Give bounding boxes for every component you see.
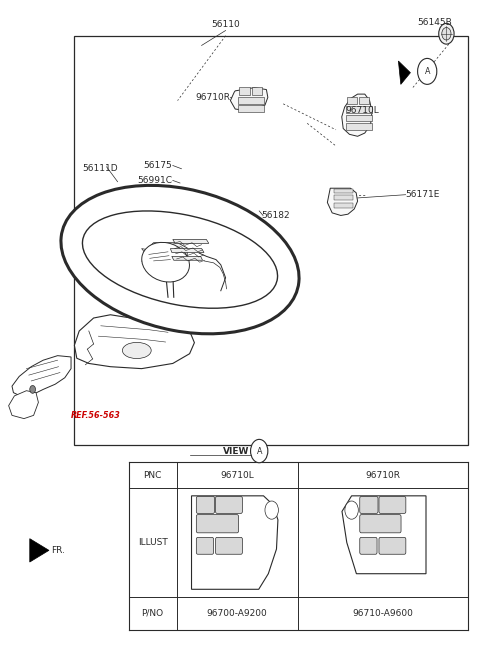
Polygon shape [327,188,358,215]
Text: 56182: 56182 [262,211,290,220]
Text: 96700-A9200: 96700-A9200 [207,609,267,618]
Polygon shape [230,88,268,110]
Ellipse shape [122,342,151,358]
Text: v: v [235,540,239,545]
Polygon shape [342,496,426,574]
Polygon shape [398,61,410,84]
Bar [334,195,353,200]
Text: VIEW: VIEW [223,447,250,456]
Polygon shape [170,249,204,252]
Bar [334,189,353,193]
Polygon shape [30,539,49,562]
Bar [347,97,357,104]
Text: 96710R: 96710R [365,471,400,480]
Text: 56111D: 56111D [83,164,118,173]
FancyBboxPatch shape [360,496,378,513]
Bar [238,97,264,104]
Bar [346,106,372,113]
Circle shape [418,58,437,84]
Text: -: - [194,540,196,545]
Text: 56991C: 56991C [137,176,172,185]
Circle shape [265,501,278,519]
FancyBboxPatch shape [196,496,215,513]
Text: ILLUST: ILLUST [138,538,168,547]
Bar [346,115,372,121]
Bar [252,87,262,95]
Text: 56175: 56175 [143,161,172,170]
Text: FR.: FR. [51,546,65,555]
Polygon shape [74,315,194,369]
Text: 56171E: 56171E [406,190,440,199]
Polygon shape [144,243,187,266]
Circle shape [442,27,451,40]
Text: +: + [192,535,197,540]
FancyBboxPatch shape [379,537,406,554]
Text: 56145B: 56145B [418,18,452,27]
Text: A: A [256,447,262,456]
FancyBboxPatch shape [196,515,239,533]
FancyBboxPatch shape [196,537,214,554]
Text: P/NO: P/NO [142,609,164,618]
FancyBboxPatch shape [216,537,242,554]
Text: A: A [424,67,430,76]
Polygon shape [172,256,203,260]
Polygon shape [173,239,209,243]
Text: 96710L: 96710L [220,471,254,480]
FancyBboxPatch shape [379,496,406,513]
Polygon shape [12,356,71,396]
Text: 96710L: 96710L [346,106,379,115]
Circle shape [345,501,358,519]
Text: REF.56-563: REF.56-563 [71,411,121,420]
FancyBboxPatch shape [360,537,377,554]
Ellipse shape [83,211,277,308]
Circle shape [439,23,454,44]
Ellipse shape [61,186,299,334]
Bar [238,105,264,112]
Bar [74,36,468,445]
Polygon shape [9,391,38,419]
Text: 56110: 56110 [211,20,240,29]
FancyBboxPatch shape [216,496,242,513]
Bar [334,203,353,208]
Text: RES: RES [401,535,412,540]
Polygon shape [142,261,162,269]
Polygon shape [192,496,278,589]
Polygon shape [142,249,163,258]
Text: 96710R: 96710R [195,93,230,102]
FancyBboxPatch shape [360,515,401,533]
Text: SET: SET [402,540,412,545]
Text: ^: ^ [235,535,240,540]
Bar [239,87,250,95]
Text: PNC: PNC [144,471,162,480]
Polygon shape [342,94,372,136]
Circle shape [30,386,36,393]
Text: 96710-A9600: 96710-A9600 [352,609,413,618]
Bar [346,123,372,130]
Ellipse shape [142,242,190,282]
Circle shape [251,439,268,463]
Bar [359,97,369,104]
